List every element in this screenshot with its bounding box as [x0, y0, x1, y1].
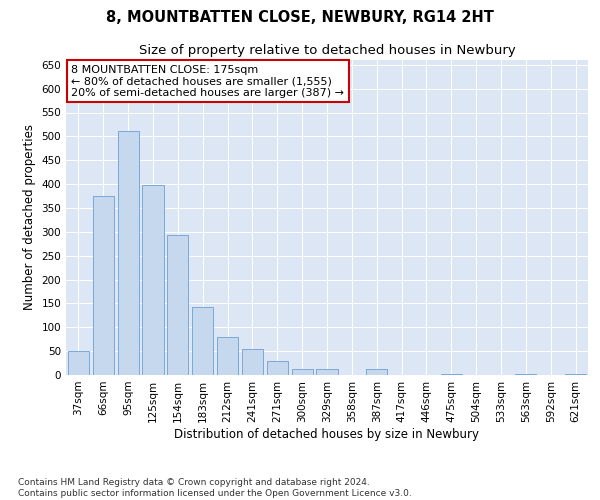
Text: 8, MOUNTBATTEN CLOSE, NEWBURY, RG14 2HT: 8, MOUNTBATTEN CLOSE, NEWBURY, RG14 2HT	[106, 10, 494, 25]
Bar	[242, 349, 263, 375]
Bar	[515, 374, 536, 375]
Bar	[292, 370, 313, 375]
Text: Contains HM Land Registry data © Crown copyright and database right 2024.
Contai: Contains HM Land Registry data © Crown c…	[18, 478, 412, 498]
Bar	[167, 235, 188, 375]
Bar	[192, 307, 213, 375]
Text: 8 MOUNTBATTEN CLOSE: 175sqm
← 80% of detached houses are smaller (1,555)
20% of : 8 MOUNTBATTEN CLOSE: 175sqm ← 80% of det…	[71, 64, 344, 98]
Title: Size of property relative to detached houses in Newbury: Size of property relative to detached ho…	[139, 44, 515, 58]
Bar	[93, 196, 114, 375]
Bar	[565, 374, 586, 375]
Bar	[118, 130, 139, 375]
Bar	[68, 351, 89, 375]
Bar	[316, 370, 338, 375]
X-axis label: Distribution of detached houses by size in Newbury: Distribution of detached houses by size …	[175, 428, 479, 440]
Bar	[366, 370, 387, 375]
Bar	[142, 185, 164, 375]
Bar	[441, 374, 462, 375]
Bar	[267, 360, 288, 375]
Bar	[217, 337, 238, 375]
Y-axis label: Number of detached properties: Number of detached properties	[23, 124, 36, 310]
